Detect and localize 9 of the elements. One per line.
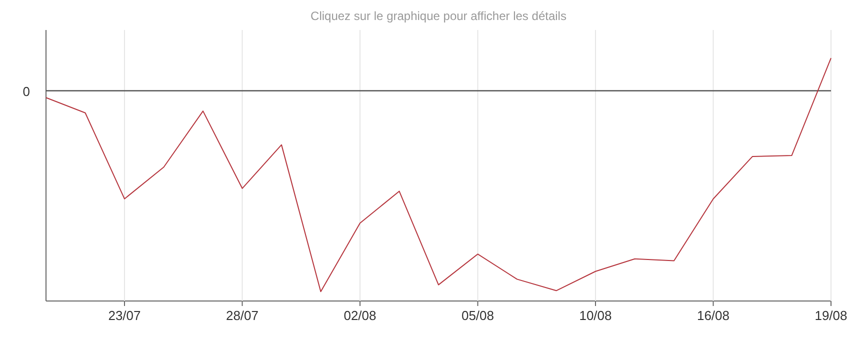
x-tick-label: 23/07 (108, 308, 141, 323)
x-tick-label: 10/08 (579, 308, 612, 323)
ref-line-label: 0 (22, 84, 30, 99)
x-tick-label: 28/07 (226, 308, 259, 323)
x-tick-label: 05/08 (461, 308, 494, 323)
chart-title: Cliquez sur le graphique pour afficher les détails (310, 9, 566, 23)
x-tick-label: 02/08 (344, 308, 376, 323)
x-tick-label: 19/08 (814, 308, 848, 323)
x-tick-label: 16/08 (696, 308, 730, 323)
